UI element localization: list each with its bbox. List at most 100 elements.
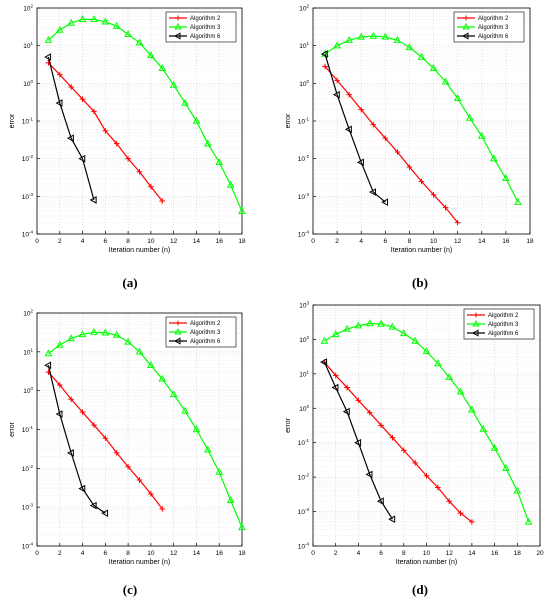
data-point [354,438,362,447]
legend-marker [462,22,470,30]
data-point [56,382,63,388]
data-point [502,464,510,472]
legend-label: Algorithm 3 [190,330,221,336]
data-point [332,90,340,99]
x-tick-label: 2 [58,550,62,557]
data-point [435,484,441,491]
data-point [342,407,350,416]
data-point [417,52,426,60]
data-point [78,15,87,23]
data-point [322,63,328,70]
x-tick-label: 6 [384,238,388,245]
x-tick-label: 2 [334,550,338,557]
legend-label: Algorithm 3 [488,322,519,328]
data-point [89,501,97,510]
y-tick-label: 10-2 [22,154,34,163]
data-point [78,154,86,163]
series-line-3 [323,361,393,520]
axes-box [36,312,243,547]
x-tick-label: 8 [126,238,130,245]
data-point [159,506,166,512]
data-point [147,361,155,369]
data-point [357,32,366,40]
data-point [101,509,109,518]
data-point [334,77,340,84]
data-point [331,330,340,338]
data-point [356,158,364,167]
x-tick-label: 14 [468,550,476,557]
data-point [411,336,419,344]
x-tick-label: 4 [81,238,85,245]
y-axis-label: error [285,113,292,128]
data-point [55,340,64,348]
data-point [344,125,352,134]
data-point [159,198,166,204]
data-point [135,38,144,46]
data-point [44,349,53,357]
x-tick-label: 2 [58,238,62,245]
data-point [378,422,384,429]
x-tick-label: 18 [526,238,534,245]
legend-label: Algorithm 6 [478,34,509,40]
data-point [147,51,155,59]
y-tick-label: 10-2 [298,473,310,482]
x-tick-label: 14 [193,550,201,557]
y-tick-label: 10-1 [22,425,34,434]
legend-marker [471,329,479,337]
y-axis-label: error [285,417,292,432]
legend-marker [175,320,181,326]
data-point [320,358,328,366]
data-point [169,390,178,398]
data-point [226,496,235,504]
data-point [68,84,74,90]
data-point [90,327,98,335]
panel-caption: (d) [412,582,428,597]
data-point [55,25,64,33]
data-point [465,113,474,121]
data-point [430,191,437,198]
x-tick-label: 16 [491,550,499,557]
data-point [102,435,109,441]
legend: Algorithm 2 Algorithm 3 Algorithm 6 [165,11,237,43]
data-point [489,154,498,162]
data-point [346,91,352,98]
axes-box [36,7,243,235]
data-point [370,121,377,128]
data-point [215,158,224,166]
data-point [446,498,452,505]
x-tick-label: 10 [423,550,431,557]
x-tick-label: 0 [311,238,315,245]
legend-label: Algorithm 2 [478,16,509,22]
y-tick-label: 101 [299,369,309,378]
x-tick-label: 18 [514,550,522,557]
data-point [434,359,442,367]
x-tick-label: 16 [216,238,224,245]
x-tick-label: 20 [536,550,544,557]
x-tick-label: 0 [311,550,315,557]
data-point [203,139,212,147]
data-point [401,447,407,454]
data-point [238,207,246,215]
y-tick-label: 10-2 [22,464,34,473]
data-point [399,329,408,337]
y-tick-label: 102 [299,335,309,344]
data-point [454,219,461,226]
x-tick-label: 14 [478,238,486,245]
axes-box [312,7,531,235]
data-point [320,50,328,58]
legend-marker [473,312,479,318]
data-point [468,405,476,413]
data-point [125,155,131,162]
data-point [365,319,374,327]
data-point [514,197,522,205]
data-point [124,337,132,345]
data-point [148,491,154,497]
x-tick-label: 6 [104,238,108,245]
y-tick-label: 102 [23,309,33,318]
data-point [456,387,465,395]
data-point [412,460,418,466]
data-point [125,463,131,470]
data-point [376,497,384,506]
y-tick-label: 100 [23,386,33,395]
data-point [381,32,390,40]
